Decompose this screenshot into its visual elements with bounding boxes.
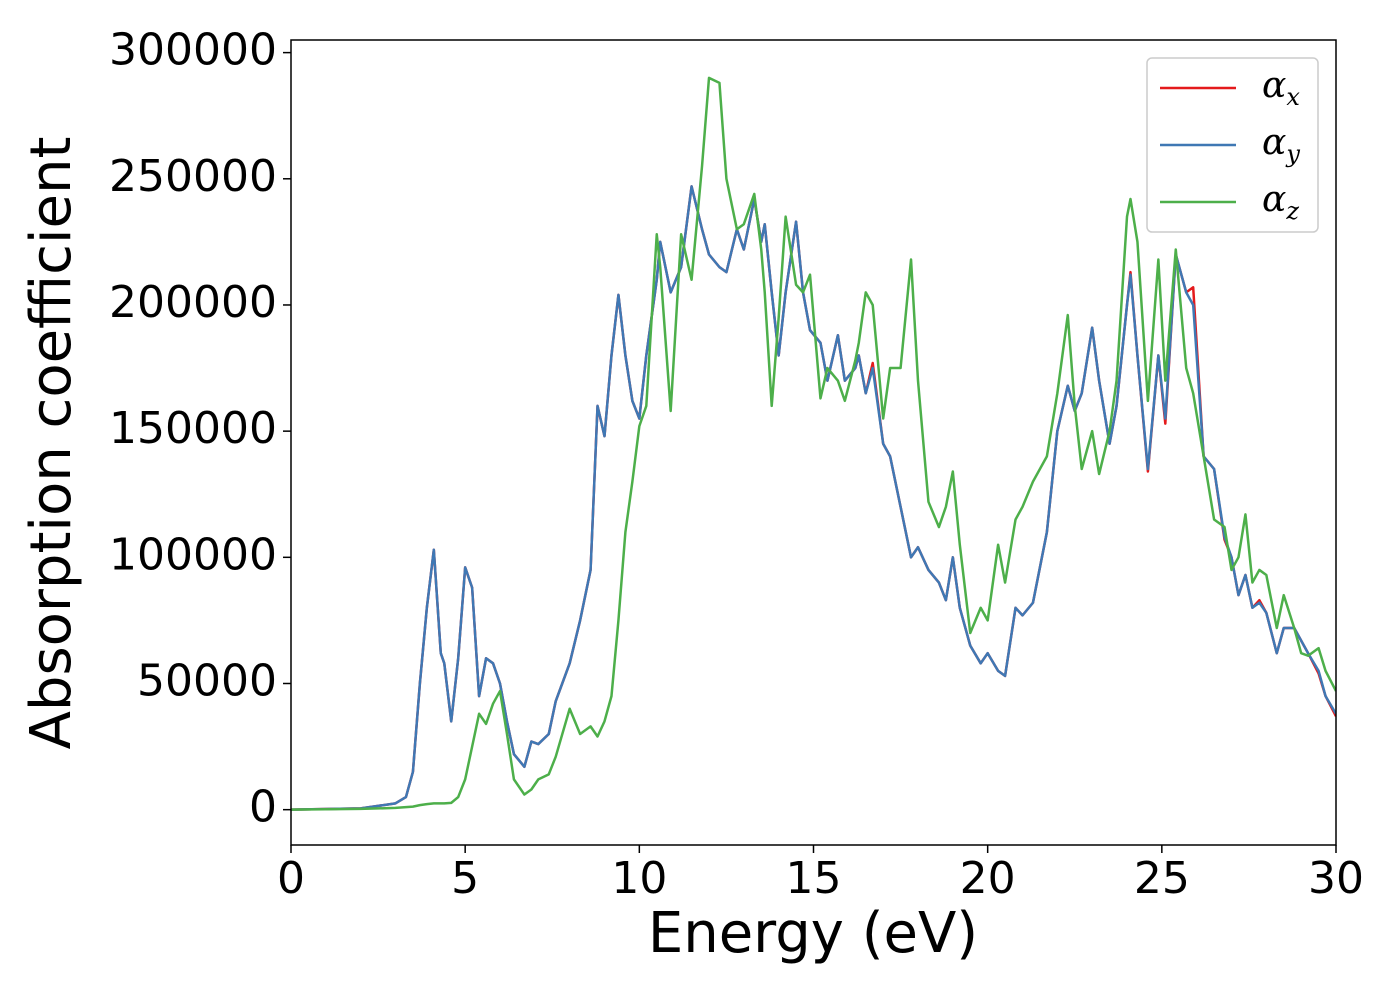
x-tick-label: 15 (786, 853, 842, 904)
y-tick-label: 50000 (137, 655, 277, 706)
y-tick-label: 0 (249, 782, 277, 833)
y-tick-label: 200000 (109, 277, 277, 328)
y-tick-label: 150000 (109, 403, 277, 454)
series-line (291, 185, 1336, 811)
y-axis-label: Absorption coefficient (19, 137, 84, 750)
y-tick-label: 250000 (109, 151, 277, 202)
x-tick-label: 25 (1134, 853, 1190, 904)
x-tick-label: 0 (277, 853, 305, 904)
x-tick-label: 10 (611, 853, 667, 904)
legend-label: αy (1262, 122, 1300, 168)
y-tick-label: 300000 (109, 25, 277, 76)
x-tick-label: 20 (960, 853, 1016, 904)
x-tick-label: 5 (451, 853, 479, 904)
legend-label: αx (1262, 65, 1300, 111)
plot-frame (290, 39, 1337, 846)
x-axis-label: Energy (eV) (648, 901, 978, 966)
x-tick-label: 30 (1308, 853, 1364, 904)
y-tick-label: 100000 (109, 529, 277, 580)
series-line (291, 76, 1336, 811)
legend-label: αz (1262, 179, 1299, 225)
